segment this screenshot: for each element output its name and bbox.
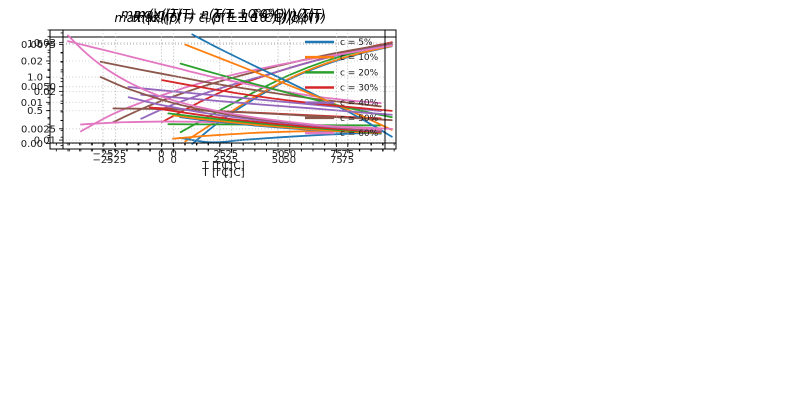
series-line-c-10 [184,43,393,131]
x-tick-label: 25 [225,155,238,166]
plot-title-eta: max(|η(T) − η(T ± 10°C)|)/η(T) [120,6,315,21]
y-tick-label: 0.03 [34,38,56,49]
x-tick-label: 0 [171,155,177,166]
series-line-c-5 [179,131,382,144]
x-axis-label-rho: T [°C] [214,167,245,179]
x-tick-label: 25 [225,149,238,160]
plot-title-rho: max(|ρ(T) − ρ(T ± 10°C)|)/ρ(T) [132,10,327,25]
legend-label: c = 10% [340,53,379,63]
x-tick-label: 0 [158,149,164,160]
grid [50,30,385,143]
x-tick-label: 25 [213,149,226,160]
subplot-eta: max(|η(T) − η(T ± 10°C)|)/η(T) −25 0 25 50 7… [0,0,400,200]
legend-label: c = 30% [340,84,379,94]
series-line-c-40 [127,86,382,112]
x-axis-label-lambda: T [°C] [214,160,245,172]
x-tick-label: −25 [92,155,113,166]
series-line-c-20 [167,112,382,134]
x-tick-label: −25 [105,155,126,166]
x-tick-label: 75 [341,155,354,166]
x-tick-label: 25 [213,155,226,166]
y-tick-label: 0.0075 [21,40,56,51]
x-tick-label: 75 [341,149,354,160]
x-tick-label: 75 [330,155,343,166]
series-line-c-10 [172,114,382,135]
x-tick-label: −25 [92,149,113,160]
x-tick-label: −25 [105,149,126,160]
x-axis-label-eta: T [°C] [202,160,233,172]
x-axis-label-cp: T [°C] [202,167,233,179]
y-tick-label: 0.02 [21,56,43,67]
x-tick-label: 50 [283,149,296,160]
plot-title-cp: max(|cₚ(T) − cₚ(T ± 10°C)|)/cₚ(T) [114,10,321,25]
series-lines [79,33,393,138]
y-tick-label: 0.5 [27,106,43,117]
y-tick-label: 0.01 [34,136,56,147]
tick-labels: −25 0 25 50 75 0.01 0.02 0.03 [34,38,354,160]
x-tick-label: 50 [272,149,285,160]
series-line-c-30 [148,106,382,134]
legend-label: c = 20% [340,68,379,78]
x-tick-label: 0 [171,149,177,160]
tick-labels: −25 0 25 50 750.000.010.02 [21,56,343,166]
plot-canvas-eta: −25 0 25 50 750.51.01.5 c = 5%c = 10%c = 20%c… [27,29,386,160]
legend-label: c = 50% [340,114,379,124]
y-tick-label: 0.0025 [21,124,56,135]
x-tick-label: 75 [330,149,343,160]
legend-label: c = 40% [340,99,379,109]
y-tick-label: 0.00 [21,139,43,150]
series-line-c-50 [99,60,382,108]
tick-labels: −25 0 25 50 75 0.5 1.0 1.5 [27,39,343,160]
x-tick-label: 50 [283,155,296,166]
y-tick-label: 0.0050 [21,82,56,93]
y-tick-label: 0.02 [34,87,56,98]
y-tick-label: 1.5 [27,39,43,50]
axes-spines [49,29,386,144]
legend-label: c = 5% [340,38,373,48]
y-tick-label: 0.01 [21,98,43,109]
series-lines [67,34,382,135]
legend-label: c = 60% [340,129,379,139]
x-tick-label: 50 [272,155,285,166]
series-line-c-60 [67,34,382,131]
series-line-c-30 [161,79,393,112]
y-tick-label: 1.0 [27,73,43,84]
legend: c = 5% c = 10% c = 20% c = 30% c = 40% c = 50… [305,38,379,139]
series-line-c-40 [140,93,393,116]
x-tick-label: 0 [158,155,164,166]
series-line-c-60 [67,40,382,105]
plot-title-lambda: max(|λ(T) − λ(T ± 10°C)|)/λ(T) [133,6,326,21]
